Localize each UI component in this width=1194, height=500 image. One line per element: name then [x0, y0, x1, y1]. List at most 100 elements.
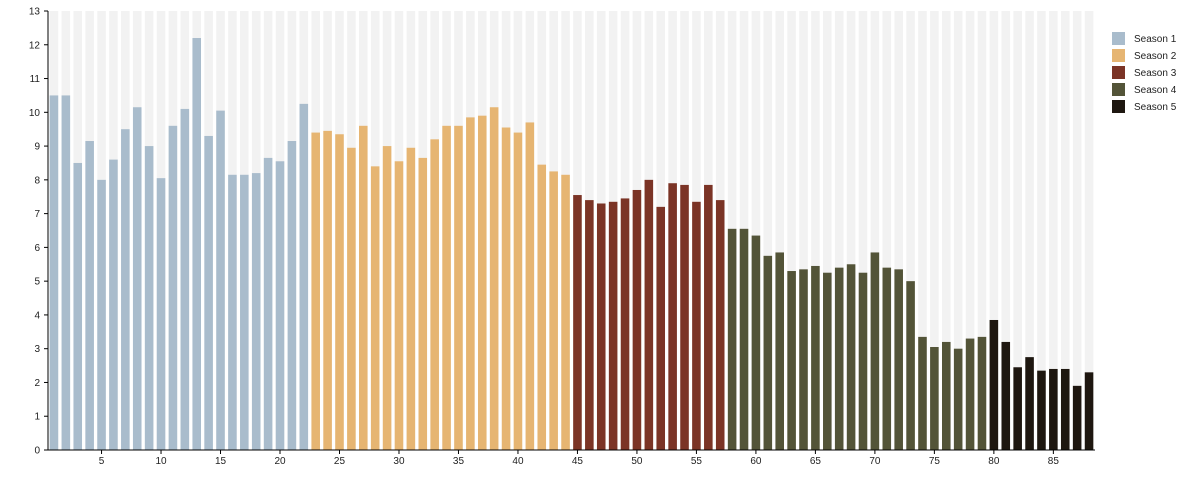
- bar-season-5[interactable]: [1001, 341, 1011, 450]
- legend-label-season-5[interactable]: Season 5: [1134, 102, 1177, 113]
- bar-season-4[interactable]: [953, 348, 963, 450]
- bar-season-4[interactable]: [751, 235, 761, 450]
- bar-season-4[interactable]: [858, 272, 868, 450]
- bar-season-3[interactable]: [692, 201, 701, 450]
- bar-season-4[interactable]: [775, 252, 784, 450]
- legend-label-season-1[interactable]: Season 1: [1134, 34, 1177, 45]
- bar-season-5[interactable]: [1084, 372, 1094, 450]
- bar-season-2[interactable]: [537, 164, 547, 450]
- bar-season-3[interactable]: [632, 189, 642, 450]
- legend-label-season-3[interactable]: Season 3: [1134, 68, 1177, 79]
- bar-season-4[interactable]: [894, 269, 903, 450]
- bar-season-1[interactable]: [121, 129, 130, 450]
- bar-season-1[interactable]: [61, 95, 71, 450]
- bar-season-4[interactable]: [846, 264, 856, 450]
- bar-season-1[interactable]: [168, 125, 178, 451]
- legend-label-season-2[interactable]: Season 2: [1134, 51, 1177, 62]
- bar-season-4[interactable]: [739, 228, 749, 450]
- background-bar: [1037, 11, 1046, 450]
- bar-season-1[interactable]: [144, 146, 154, 451]
- bar-season-1[interactable]: [263, 157, 273, 450]
- bar-season-2[interactable]: [466, 117, 475, 450]
- bar-season-1[interactable]: [109, 159, 118, 451]
- bar-season-1[interactable]: [192, 38, 202, 451]
- bar-season-5[interactable]: [1049, 368, 1058, 450]
- bar-season-2[interactable]: [370, 166, 380, 451]
- bar-season-5[interactable]: [1072, 385, 1082, 450]
- bar-season-2[interactable]: [359, 125, 368, 451]
- bar-season-4[interactable]: [965, 338, 975, 450]
- bar-season-2[interactable]: [430, 139, 439, 451]
- bar-season-4[interactable]: [918, 336, 927, 450]
- bar-season-3[interactable]: [704, 184, 713, 450]
- bar-season-3[interactable]: [656, 206, 666, 450]
- y-tick-label: 4: [34, 310, 40, 321]
- bar-season-1[interactable]: [275, 161, 285, 450]
- bar-season-1[interactable]: [287, 141, 297, 450]
- bar-season-3[interactable]: [596, 203, 606, 450]
- bar-season-2[interactable]: [561, 174, 570, 450]
- bar-season-1[interactable]: [49, 95, 59, 450]
- bar-season-5[interactable]: [1060, 368, 1070, 450]
- bar-season-3[interactable]: [680, 184, 689, 450]
- bar-season-4[interactable]: [787, 271, 796, 450]
- legend[interactable]: Season 1 Season 2 Season 3 Season 4 Season 5: [1112, 32, 1177, 113]
- bar-season-3[interactable]: [715, 200, 725, 450]
- bar-season-1[interactable]: [85, 141, 94, 450]
- bar-season-3[interactable]: [668, 183, 677, 450]
- bar-season-1[interactable]: [240, 174, 249, 450]
- background-bar: [870, 11, 880, 450]
- bar-season-3[interactable]: [573, 195, 582, 450]
- bar-season-2[interactable]: [382, 146, 392, 451]
- bar-season-2[interactable]: [418, 157, 428, 450]
- bar-season-2[interactable]: [323, 130, 332, 450]
- bar-season-5[interactable]: [1025, 357, 1034, 450]
- bar-season-1[interactable]: [251, 173, 261, 451]
- bar-season-4[interactable]: [823, 272, 832, 450]
- bar-season-2[interactable]: [406, 147, 416, 450]
- bar-season-2[interactable]: [394, 161, 404, 450]
- bar-season-3[interactable]: [620, 198, 630, 450]
- bar-season-4[interactable]: [906, 281, 915, 450]
- bar-season-3[interactable]: [644, 179, 654, 450]
- bar-season-1[interactable]: [228, 174, 237, 450]
- bar-season-1[interactable]: [299, 103, 309, 450]
- bar-season-1[interactable]: [156, 178, 166, 450]
- bar-season-4[interactable]: [834, 267, 844, 450]
- legend-swatch-season-5: [1112, 100, 1125, 113]
- bar-season-2[interactable]: [335, 134, 344, 450]
- bar-season-4[interactable]: [763, 255, 773, 450]
- bar-season-3[interactable]: [608, 201, 618, 450]
- bar-season-4[interactable]: [941, 341, 951, 450]
- bar-season-2[interactable]: [549, 171, 558, 450]
- x-tick-label: 35: [453, 456, 465, 467]
- bar-season-1[interactable]: [180, 108, 190, 450]
- bar-season-5[interactable]: [1037, 370, 1046, 450]
- bar-season-1[interactable]: [132, 107, 142, 450]
- bar-season-2[interactable]: [513, 132, 523, 451]
- bar-season-1[interactable]: [216, 110, 225, 450]
- bar-season-2[interactable]: [442, 125, 451, 451]
- bar-season-2[interactable]: [489, 107, 499, 450]
- bar-season-5[interactable]: [1013, 367, 1022, 450]
- bar-season-1[interactable]: [97, 179, 106, 450]
- bar-season-4[interactable]: [727, 228, 737, 450]
- bar-season-4[interactable]: [870, 252, 880, 450]
- legend-label-season-4[interactable]: Season 4: [1134, 85, 1177, 96]
- bar-season-1[interactable]: [73, 162, 83, 450]
- bar-season-4[interactable]: [799, 269, 808, 450]
- bar-season-3[interactable]: [585, 200, 594, 450]
- bar-season-2[interactable]: [311, 132, 320, 451]
- bar-season-2[interactable]: [347, 147, 356, 450]
- bar-season-5[interactable]: [989, 319, 999, 450]
- bar-season-1[interactable]: [204, 135, 213, 450]
- bar-season-2[interactable]: [477, 115, 487, 450]
- bar-season-4[interactable]: [930, 347, 939, 450]
- bar-season-4[interactable]: [882, 267, 892, 450]
- bar-season-4[interactable]: [811, 265, 820, 450]
- bar-season-2[interactable]: [454, 125, 463, 451]
- bar-season-2[interactable]: [525, 122, 535, 450]
- bar-season-4[interactable]: [977, 336, 987, 450]
- bar-season-2[interactable]: [501, 127, 511, 450]
